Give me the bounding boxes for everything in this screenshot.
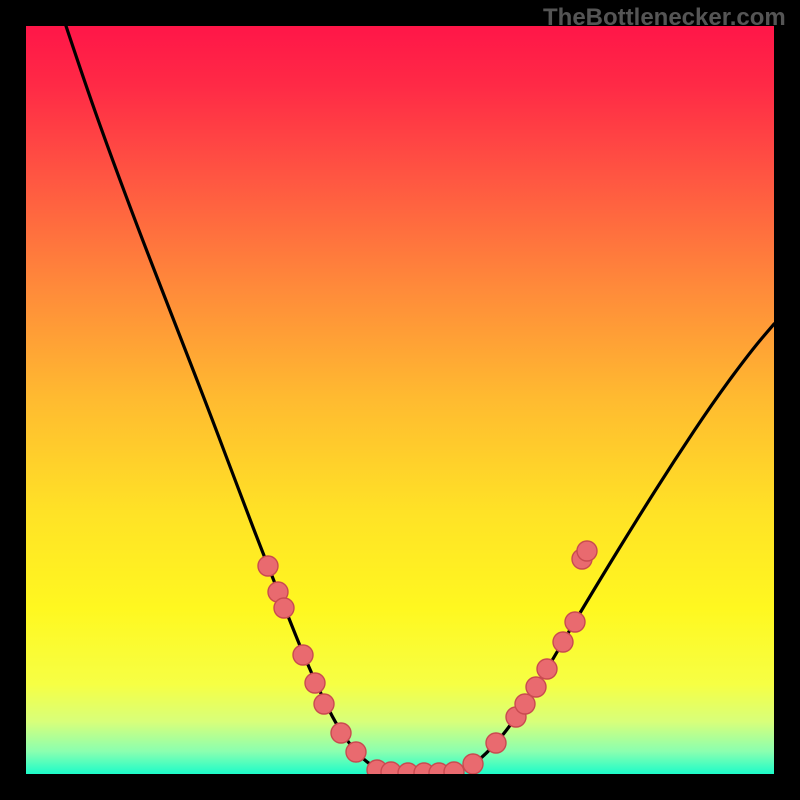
data-marker bbox=[331, 723, 351, 743]
plot-area bbox=[26, 26, 774, 774]
data-marker bbox=[346, 742, 366, 762]
gradient-background bbox=[26, 26, 774, 774]
data-marker bbox=[293, 645, 313, 665]
data-marker bbox=[565, 612, 585, 632]
data-marker bbox=[305, 673, 325, 693]
data-marker bbox=[553, 632, 573, 652]
data-marker bbox=[577, 541, 597, 561]
data-marker bbox=[526, 677, 546, 697]
data-marker bbox=[486, 733, 506, 753]
chart-svg bbox=[26, 26, 774, 774]
data-marker bbox=[537, 659, 557, 679]
data-marker bbox=[258, 556, 278, 576]
watermark-text: TheBottlenecker.com bbox=[543, 4, 786, 32]
data-marker bbox=[463, 754, 483, 774]
data-marker bbox=[274, 598, 294, 618]
data-marker bbox=[515, 694, 535, 714]
data-marker bbox=[314, 694, 334, 714]
